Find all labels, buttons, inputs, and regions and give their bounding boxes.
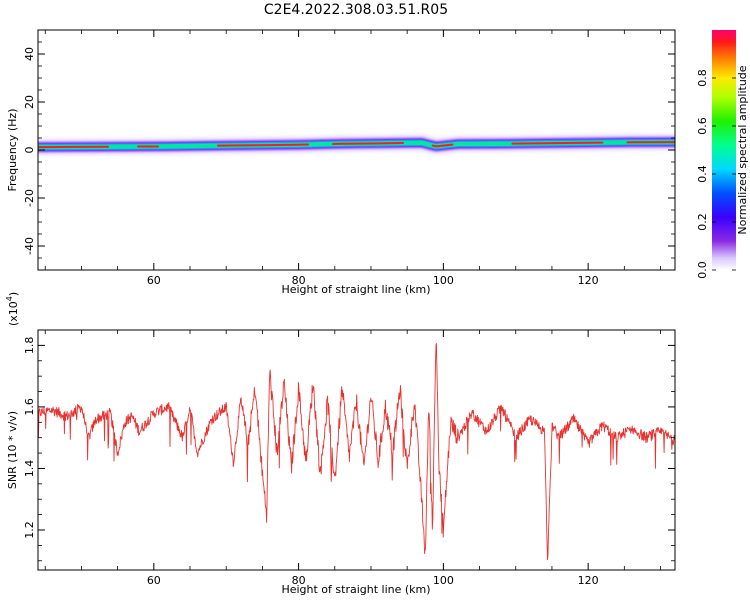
colorbar-tick-label: 0.4 (696, 165, 709, 183)
y-tick-label: 1.4 (23, 460, 36, 478)
spectrogram-y-label: Frequency (Hz) (6, 109, 19, 192)
y-tick-label: 20 (23, 95, 36, 109)
x-tick-label: 60 (147, 574, 161, 587)
spectrogram-y-ticks: -40 -20 0 20 40 (23, 29, 675, 271)
spectrogram-panel: 60 80 100 120 -40 -20 0 20 40 Height of straigh… (6, 29, 676, 296)
colorbar-tick-label: 0.6 (696, 117, 709, 135)
x-tick-label: 100 (433, 274, 454, 287)
y-tick-label: -20 (23, 189, 36, 207)
snr-y-label: SNR (10 * v/v) (6, 411, 19, 489)
snr-series-line (38, 342, 675, 561)
colorbar-tick-label: 0.2 (696, 213, 709, 231)
x-tick-label: 80 (292, 574, 306, 587)
x-tick-label: 100 (433, 574, 454, 587)
x-tick-label: 80 (292, 274, 306, 287)
snr-x-label: Height of straight line (km) (281, 583, 430, 596)
snr-y-ticks: 1.2 1.4 1.6 1.8 (23, 337, 675, 562)
colorbar: 0.0 0.2 0.4 0.6 0.8 Normalized spectral ampl… (696, 30, 749, 279)
snr-multiplier: (x104) (5, 292, 20, 326)
colorbar-label: Normalized spectral amplitude (736, 65, 749, 234)
x-tick-label: 120 (578, 274, 599, 287)
spectrogram-x-ticks: 60 80 100 120 (44, 30, 661, 287)
x-tick-label: 120 (578, 574, 599, 587)
y-tick-label: 1.6 (23, 398, 36, 416)
y-tick-label: 0 (23, 147, 36, 154)
y-tick-label: 40 (23, 47, 36, 61)
colorbar-gradient (712, 30, 736, 270)
spectral-band (38, 135, 675, 155)
colorbar-tick-label: 0.8 (696, 69, 709, 87)
y-tick-label: 1.2 (23, 521, 36, 539)
spectrogram-x-label: Height of straight line (km) (281, 283, 430, 296)
x-tick-label: 60 (147, 274, 161, 287)
snr-frame (37, 329, 676, 571)
y-tick-label: -40 (23, 237, 36, 255)
snr-panel: 60 80 100 120 1.2 1.4 1.6 1.8 Height of straig… (5, 292, 676, 596)
band-core (38, 141, 675, 149)
colorbar-tick-label: 0.0 (696, 261, 709, 279)
snr-x-ticks: 60 80 100 120 (44, 330, 661, 587)
figure-title: C2E4.2022.308.03.51.R05 (264, 2, 448, 18)
y-tick-label: 1.8 (23, 337, 36, 355)
colorbar-ticks: 0.0 0.2 0.4 0.6 0.8 (696, 69, 736, 279)
